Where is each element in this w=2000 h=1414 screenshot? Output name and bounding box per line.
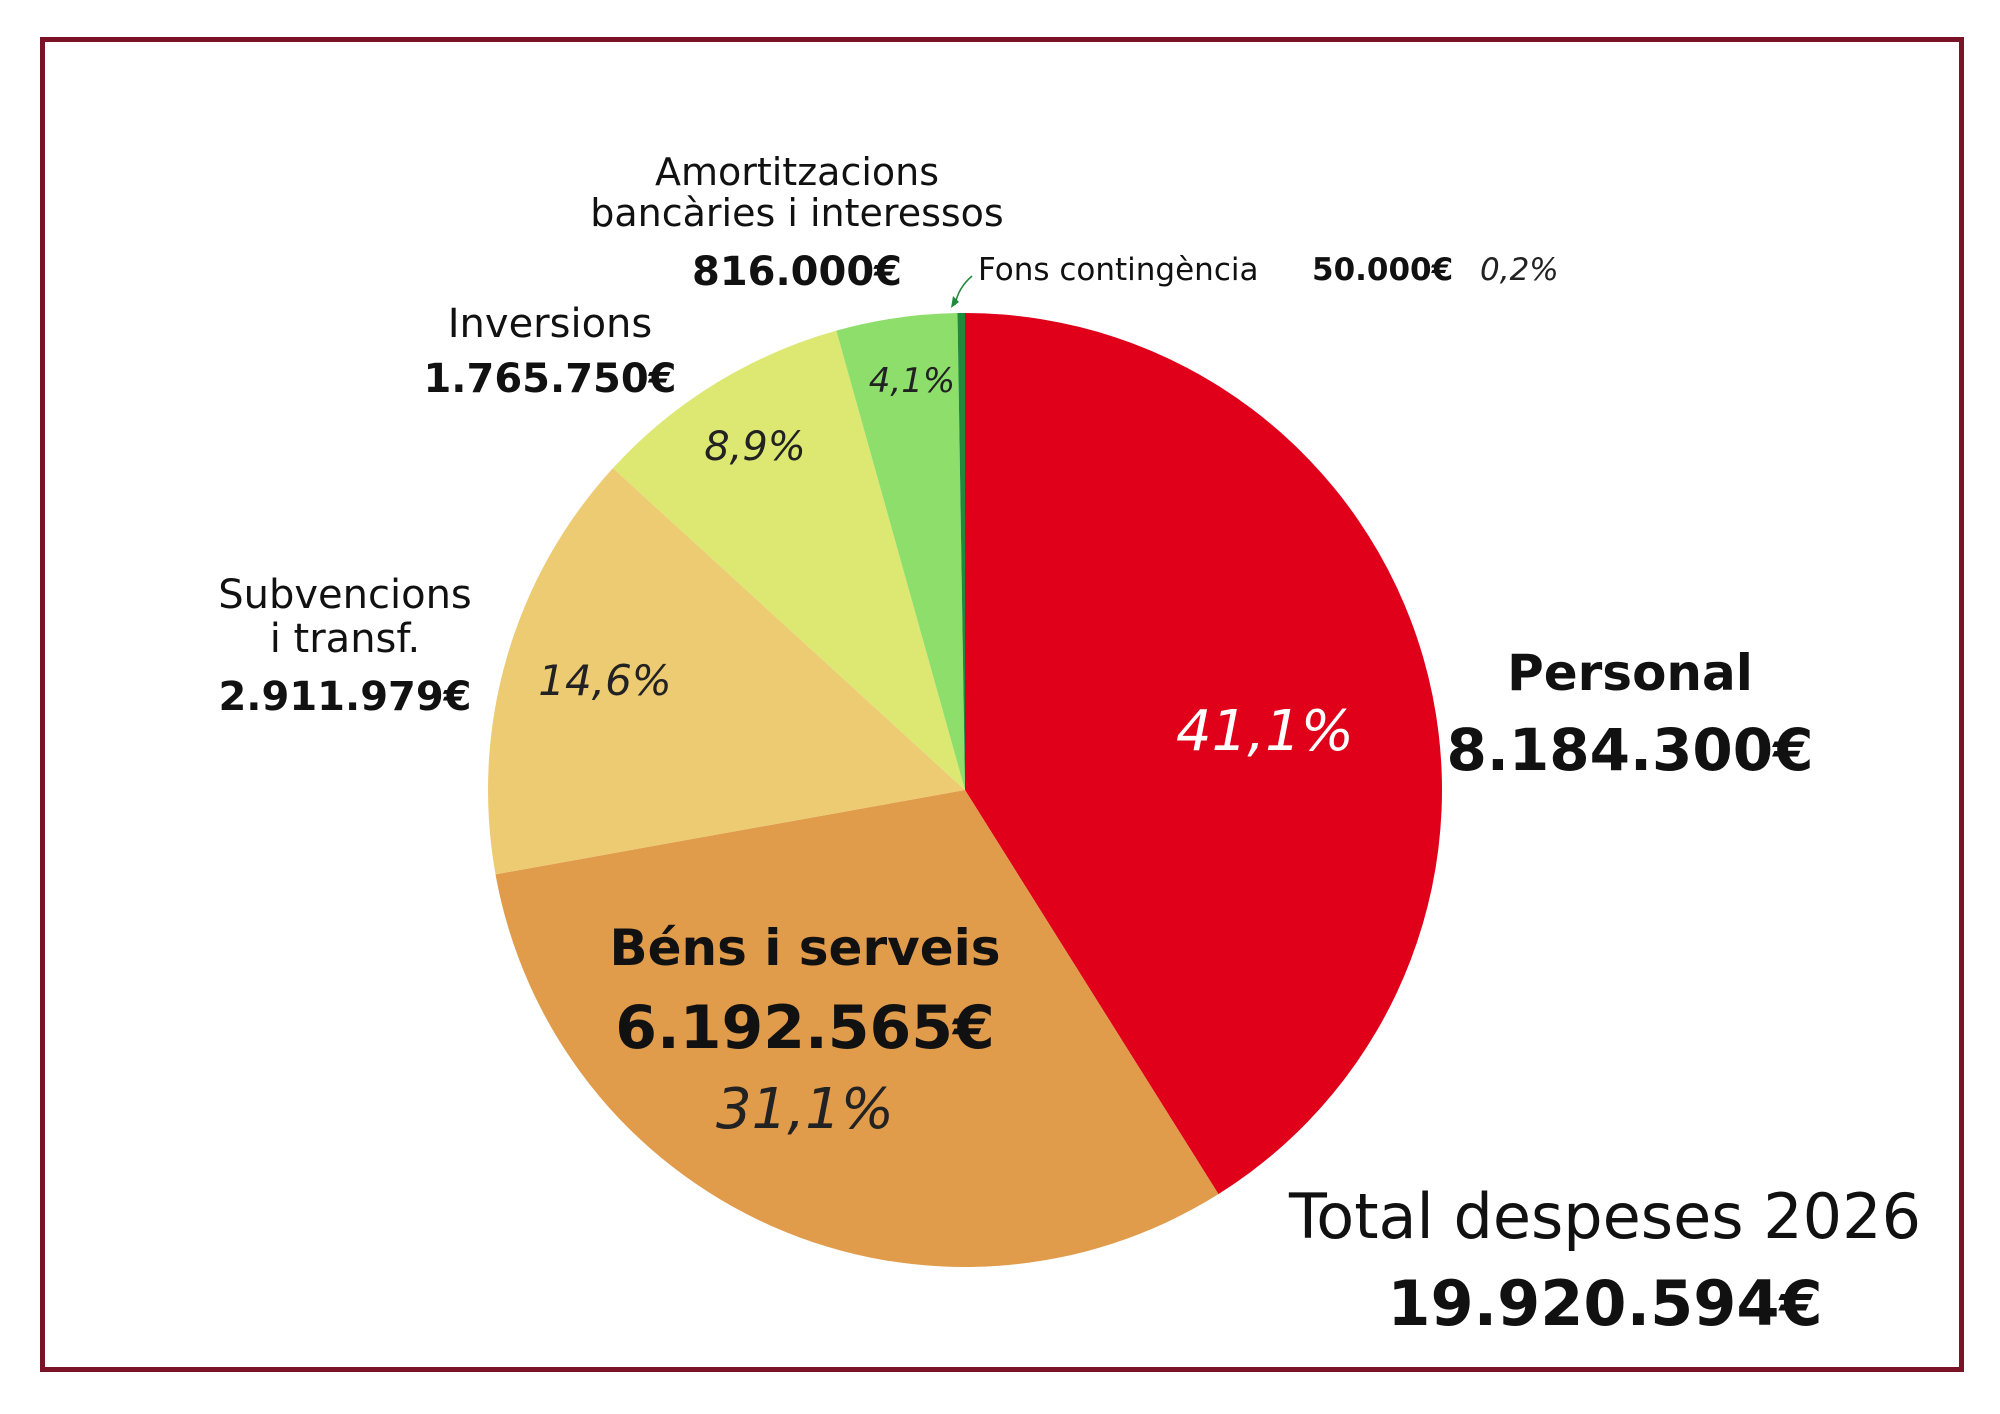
amortitzacions-label-line2: bancàries i interessos — [590, 191, 1003, 235]
inversions-percent: 8,9% — [704, 424, 806, 470]
subvencions-label-line2: i transf. — [270, 616, 421, 662]
subvencions-amount: 2.911.979€ — [218, 674, 471, 720]
amortitzacions-percent: 4,1% — [869, 361, 955, 401]
pie-slice-subvencions — [488, 468, 965, 875]
inversions-amount: 1.765.750€ — [423, 356, 676, 402]
amortitzacions-amount: 816.000€ — [692, 249, 902, 295]
personal-percent: 41,1% — [1176, 699, 1354, 764]
inversions-label: Inversions — [448, 301, 653, 347]
bens-amount: 6.192.565€ — [615, 993, 995, 1063]
pie-slices — [488, 313, 1442, 1268]
bens-label: Béns i serveis — [609, 919, 1000, 977]
bens-percent: 31,1% — [716, 1077, 894, 1142]
fons-percent: 0,2% — [1480, 252, 1559, 288]
fons-leader-arrow — [951, 296, 959, 308]
fons-label: Fons contingència — [978, 252, 1258, 288]
personal-label: Personal — [1507, 644, 1753, 702]
pie-slice-personal — [965, 313, 1442, 1195]
fons-amount: 50.000€ — [1312, 252, 1453, 288]
subvencions-percent: 14,6% — [538, 656, 671, 705]
subvencions-label-line1: Subvencions — [218, 572, 472, 618]
pie-slice-inversions — [612, 330, 965, 790]
total-title: Total despeses 2026 — [1288, 1180, 1921, 1253]
pie-slice-fons — [957, 313, 965, 790]
personal-amount: 8.184.300€ — [1447, 716, 1814, 784]
pie-slice-bens — [495, 790, 1219, 1268]
total-amount: 19.920.594€ — [1387, 1267, 1822, 1340]
pie-slice-amortitzacions — [836, 313, 965, 790]
amortitzacions-label-line1: Amortitzacions — [655, 150, 939, 194]
